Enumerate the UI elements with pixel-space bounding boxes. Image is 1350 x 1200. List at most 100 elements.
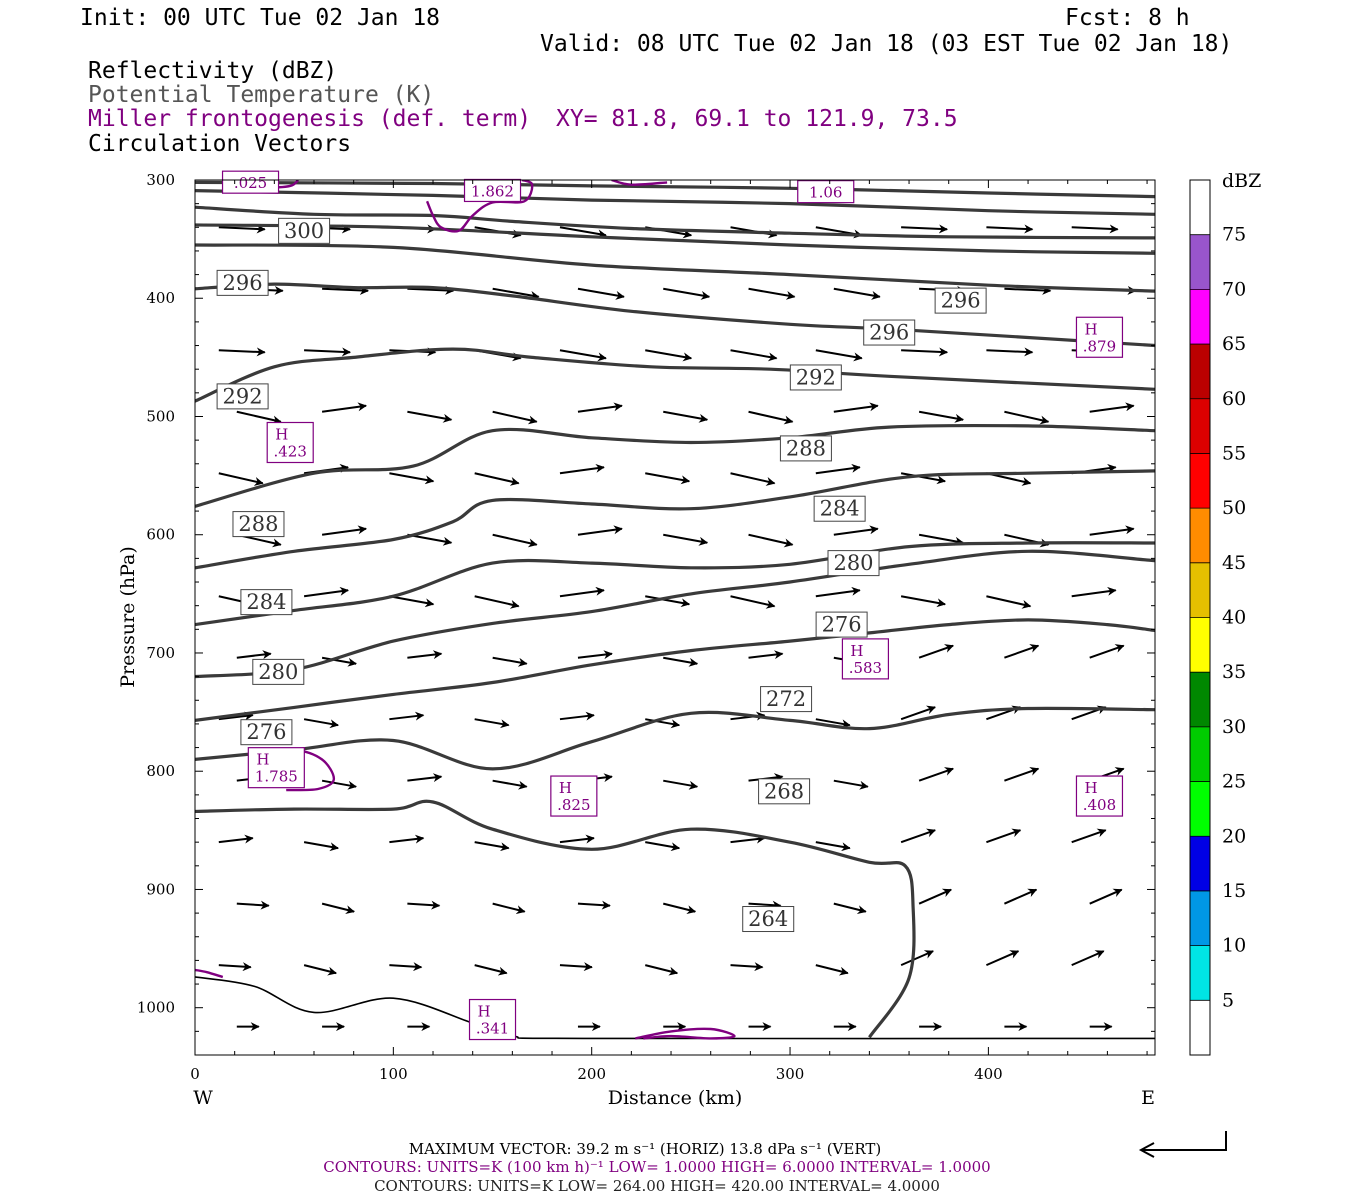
contour-label-300: 300 — [284, 219, 324, 243]
y-tick-label: 600 — [146, 526, 175, 544]
circulation-vector — [474, 841, 510, 852]
circulation-vector — [1004, 888, 1038, 905]
contour-label-284: 284 — [820, 497, 860, 521]
frontogenesis-max-box — [468, 998, 517, 1041]
circulation-vector — [474, 595, 520, 609]
x-axis-label: Distance (km) — [608, 1087, 743, 1109]
circulation-vector — [474, 718, 510, 729]
circulation-vector — [645, 349, 693, 362]
contours-theta-text: CONTOURS: UNITS=K LOW= 264.00 HIGH= 420.… — [374, 1177, 940, 1195]
contour-label-276: 276 — [246, 720, 286, 744]
contour-label-box — [827, 550, 880, 577]
frontogenesis-max-value: 1.785 — [255, 768, 298, 786]
colorbar-label: 55 — [1222, 442, 1246, 464]
colorbar-label: 70 — [1222, 278, 1246, 300]
colorbar-label: 25 — [1222, 771, 1246, 793]
init-time: Init: 00 UTC Tue 02 Jan 18 — [80, 5, 440, 31]
circulation-vector — [663, 287, 711, 300]
circulation-vector — [748, 410, 794, 425]
field-reflectivity: Reflectivity (dBZ) — [88, 58, 337, 84]
circulation-vector — [389, 472, 435, 485]
colorbar-label: 75 — [1222, 224, 1246, 246]
frontogenesis-max-value: .825 — [557, 796, 590, 814]
colorbar-label: 50 — [1222, 497, 1246, 519]
frontogenesis-max-value: .879 — [1083, 337, 1116, 355]
circulation-vector — [322, 285, 369, 295]
colorbar-segment — [1190, 836, 1210, 891]
colorbar-label: 60 — [1222, 388, 1246, 410]
circulation-vector — [900, 595, 947, 608]
circulation-vector — [492, 902, 526, 915]
circulation-vector — [900, 705, 936, 721]
circulation-vectors — [218, 224, 1137, 1032]
circulation-vector — [815, 964, 849, 976]
circulation-vector — [748, 533, 794, 548]
frontogenesis-max-letter: H — [850, 642, 863, 660]
contour-label-box — [232, 511, 285, 538]
contour-label-284: 284 — [246, 590, 286, 614]
y-tick-label: 300 — [146, 171, 175, 189]
circulation-vector — [663, 410, 709, 423]
circulation-vector — [321, 902, 355, 915]
contour-label-box — [240, 589, 293, 616]
frontogenesis-max-value: .423 — [274, 443, 307, 461]
circulation-vector — [663, 656, 699, 667]
plot-frame — [194, 179, 1156, 1056]
frontogenesis-max-letter: H — [1084, 320, 1097, 338]
y-tick-label: 900 — [146, 880, 175, 898]
y-tick-label: 1000 — [137, 999, 175, 1017]
contour-label-292: 292 — [796, 365, 836, 389]
frontogenesis-max-letter: H — [1084, 779, 1097, 797]
circulation-vector — [645, 718, 681, 729]
contour-label-280: 280 — [258, 660, 298, 684]
surface-line — [195, 976, 1155, 1040]
circulation-vector — [236, 650, 272, 660]
circulation-vector — [1071, 950, 1105, 967]
reference-vector-head — [1138, 1142, 1155, 1158]
contour-label-box — [813, 495, 866, 522]
circulation-vector — [321, 779, 357, 790]
circulation-vector — [236, 900, 270, 910]
axes: 300 400 500 600 700 800 900 1000 0 100 200 300 400 — [137, 171, 1155, 1083]
y-tick-label: 400 — [146, 289, 175, 307]
circulation-vector — [645, 472, 691, 485]
x-tick-label: 400 — [974, 1065, 1003, 1083]
circulation-vector — [833, 779, 869, 790]
circulation-vector — [474, 964, 508, 976]
colorbar-label: 65 — [1222, 333, 1246, 355]
circulation-vector — [559, 226, 607, 239]
contour-label-box — [789, 364, 842, 391]
circulation-vector — [918, 767, 954, 782]
circulation-vector — [321, 402, 367, 413]
frontogenesis-max-box — [841, 638, 890, 680]
circulation-vector — [815, 841, 851, 852]
colorbar-label: 35 — [1222, 661, 1246, 683]
contour-label-296: 296 — [869, 321, 909, 345]
circulation-vector — [1089, 402, 1135, 413]
circulation-vector — [900, 950, 934, 967]
colorbar-label: 20 — [1222, 825, 1246, 847]
contour-label-280: 280 — [833, 551, 873, 575]
circulation-vector — [218, 224, 266, 234]
contour-label-box — [742, 906, 795, 933]
frontogenesis-label: 1.862 — [471, 182, 514, 200]
frontogenesis-contour — [611, 180, 668, 186]
theta-contour-280 — [195, 541, 1155, 627]
frontogenesis-max-value: .408 — [1083, 796, 1116, 814]
contour-labels: 264 268 272 276 276 280 280 284 284 288 288 292 292 2… — [216, 217, 987, 933]
circulation-vector — [645, 595, 691, 608]
circulation-vector — [815, 718, 851, 729]
contour-label-288: 288 — [786, 436, 826, 460]
x-axis-east-label: E — [1141, 1087, 1155, 1109]
circulation-vector — [730, 472, 776, 486]
theta-contour-upper — [195, 243, 1155, 293]
colorbar-segment — [1190, 180, 1210, 235]
contour-label-268: 268 — [764, 779, 804, 803]
circulation-vector — [748, 900, 782, 910]
circulation-vector — [901, 347, 949, 357]
circulation-vector — [492, 656, 528, 667]
contour-label-box — [779, 435, 832, 462]
theta-contour-272 — [195, 618, 1155, 722]
contour-label-box — [252, 658, 305, 685]
circulation-vector — [474, 472, 520, 486]
